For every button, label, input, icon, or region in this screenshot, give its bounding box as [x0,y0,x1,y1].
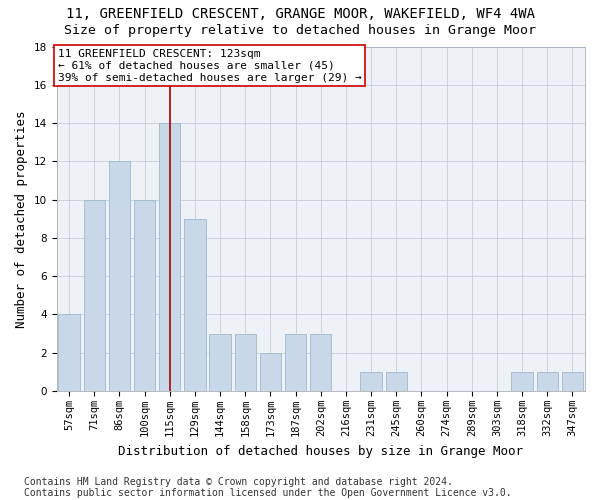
Y-axis label: Number of detached properties: Number of detached properties [15,110,28,328]
Text: 11, GREENFIELD CRESCENT, GRANGE MOOR, WAKEFIELD, WF4 4WA: 11, GREENFIELD CRESCENT, GRANGE MOOR, WA… [65,8,535,22]
Bar [235,334,256,391]
Bar [536,372,558,391]
Bar [310,334,331,391]
Text: 11 GREENFIELD CRESCENT: 123sqm
← 61% of detached houses are smaller (45)
39% of : 11 GREENFIELD CRESCENT: 123sqm ← 61% of … [58,50,362,82]
Bar [209,334,231,391]
Bar [562,372,583,391]
Bar [134,200,155,391]
Bar [83,200,105,391]
Text: Size of property relative to detached houses in Grange Moor: Size of property relative to detached ho… [64,24,536,37]
Bar [109,162,130,391]
Bar [58,314,80,391]
Bar [260,352,281,391]
Bar [386,372,407,391]
Bar [511,372,533,391]
Bar [285,334,306,391]
X-axis label: Distribution of detached houses by size in Grange Moor: Distribution of detached houses by size … [118,444,523,458]
Bar [361,372,382,391]
Text: Contains HM Land Registry data © Crown copyright and database right 2024.
Contai: Contains HM Land Registry data © Crown c… [24,477,512,498]
Bar [184,219,206,391]
Bar [159,123,181,391]
